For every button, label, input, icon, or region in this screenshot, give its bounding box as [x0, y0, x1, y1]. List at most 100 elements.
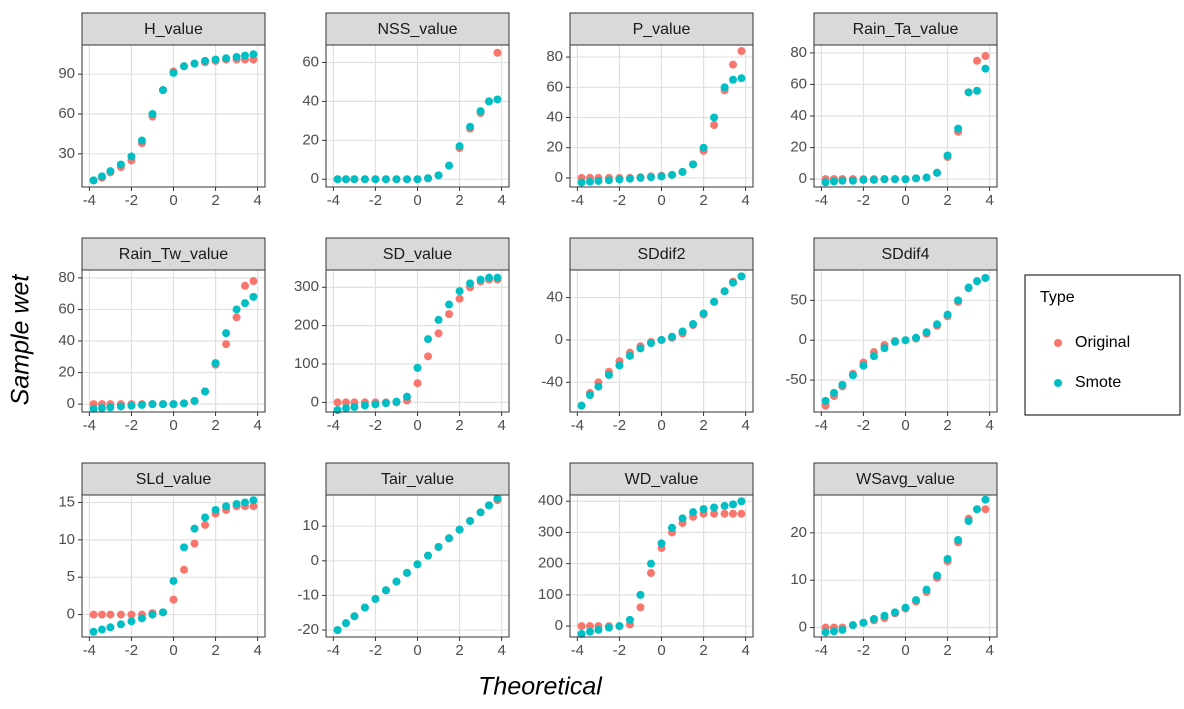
y-tick-label: 40	[58, 332, 75, 349]
point	[89, 404, 98, 413]
point	[413, 379, 422, 388]
point	[869, 175, 878, 184]
point	[615, 361, 624, 370]
y-tick-label: 80	[790, 44, 807, 61]
point	[829, 177, 838, 186]
point	[668, 170, 677, 179]
point	[381, 399, 390, 408]
y-tick-label: 40	[790, 107, 807, 124]
point	[360, 603, 369, 612]
x-tick-label: -4	[815, 192, 828, 209]
y-tick-label: 80	[58, 269, 75, 286]
point	[657, 172, 666, 181]
y-tick-label: 20	[790, 524, 807, 541]
point	[413, 560, 422, 569]
point	[981, 64, 990, 73]
point	[190, 539, 199, 548]
point	[710, 503, 719, 512]
y-tick-label: 0	[311, 170, 319, 187]
x-tick-label: 0	[413, 642, 421, 659]
point	[933, 168, 942, 177]
point	[604, 176, 613, 185]
point	[333, 175, 342, 184]
x-tick-label: 0	[657, 192, 665, 209]
x-tick-label: 2	[211, 192, 219, 209]
point	[869, 615, 878, 624]
point	[646, 559, 655, 568]
point	[424, 174, 433, 183]
point	[821, 178, 830, 187]
point	[392, 577, 401, 586]
legend-box	[1024, 274, 1181, 416]
point	[180, 62, 189, 71]
point	[180, 543, 189, 552]
point	[943, 310, 952, 319]
point	[636, 173, 645, 182]
y-tick-label: -40	[541, 373, 563, 390]
point	[434, 315, 443, 324]
point	[729, 500, 738, 509]
point	[710, 297, 719, 306]
point	[699, 143, 708, 152]
x-tick-label: 4	[741, 642, 749, 659]
x-tick-label: -2	[369, 642, 382, 659]
point	[493, 95, 502, 104]
point	[890, 608, 899, 617]
point	[646, 173, 655, 182]
point	[625, 615, 634, 624]
point	[137, 400, 146, 409]
point	[106, 610, 115, 619]
point	[476, 275, 485, 284]
x-tick-label: 4	[741, 192, 749, 209]
point	[821, 628, 830, 637]
y-tick-label: 20	[302, 131, 319, 148]
panel-title: NSS_value	[377, 21, 457, 38]
x-tick-label: 2	[211, 417, 219, 434]
point	[880, 344, 889, 353]
point	[211, 505, 220, 514]
point	[341, 404, 350, 413]
point	[249, 277, 258, 286]
x-axis-title: Theoretical	[478, 673, 603, 701]
point	[668, 332, 677, 341]
point	[585, 391, 594, 400]
point	[710, 121, 719, 130]
y-tick-label: 20	[790, 139, 807, 156]
point	[699, 505, 708, 514]
point	[577, 622, 586, 631]
point	[371, 175, 380, 184]
x-tick-label: 0	[169, 192, 177, 209]
y-tick-label: 40	[546, 289, 563, 306]
point	[455, 294, 464, 303]
x-tick-label: -4	[327, 417, 340, 434]
point	[880, 611, 889, 620]
point	[933, 571, 942, 580]
point	[127, 152, 136, 161]
x-tick-label: -2	[857, 192, 870, 209]
x-tick-label: 0	[901, 417, 909, 434]
x-tick-label: 0	[901, 192, 909, 209]
y-tick-label: 30	[58, 145, 75, 162]
x-tick-label: -4	[571, 192, 584, 209]
x-tick-label: -2	[125, 417, 138, 434]
x-tick-label: 4	[985, 192, 993, 209]
x-tick-label: 0	[169, 642, 177, 659]
point	[97, 610, 106, 619]
point	[190, 59, 199, 68]
panel-title: P_value	[633, 21, 691, 38]
point	[211, 359, 220, 368]
point	[97, 172, 106, 181]
y-tick-label: 0	[799, 619, 807, 636]
point	[646, 339, 655, 348]
point	[912, 596, 921, 605]
point	[89, 176, 98, 185]
point	[466, 122, 475, 131]
legend-label: Original	[1075, 334, 1130, 351]
point	[169, 576, 178, 585]
x-tick-label: 2	[943, 192, 951, 209]
point	[371, 594, 380, 603]
y-tick-label: -10	[297, 586, 319, 603]
point	[922, 585, 931, 594]
x-tick-label: 4	[253, 642, 261, 659]
y-tick-label: 40	[546, 108, 563, 125]
